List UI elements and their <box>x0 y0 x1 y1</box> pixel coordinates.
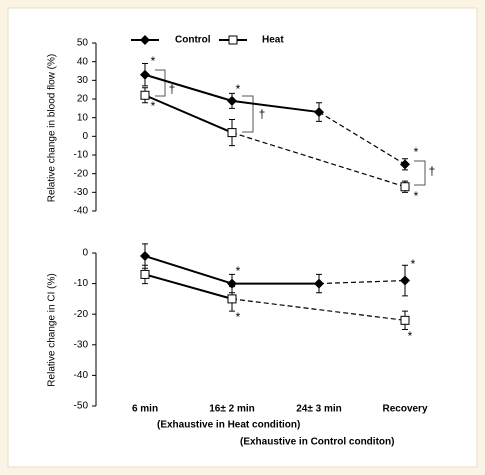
series-line <box>144 273 233 300</box>
annotation: † <box>259 107 266 121</box>
annotation: * <box>414 145 419 159</box>
annotation: † <box>429 164 436 178</box>
marker <box>227 95 237 106</box>
y-tick-label: -40 <box>74 370 89 381</box>
series-line <box>144 255 233 285</box>
series-line <box>318 111 406 165</box>
marker <box>140 251 150 262</box>
y-tick-label: -20 <box>74 309 89 320</box>
legend-label: Control <box>175 35 211 46</box>
annotation: * <box>236 264 241 278</box>
x-tick-label: 24± 3 min <box>296 404 342 415</box>
annotation: * <box>236 310 241 324</box>
marker <box>400 159 410 170</box>
y-tick-label: 30 <box>77 75 89 86</box>
y-tick-label: 0 <box>82 248 88 259</box>
y-tick-label: -30 <box>74 187 89 198</box>
marker <box>400 315 410 325</box>
marker <box>314 107 324 118</box>
annotation: * <box>236 82 241 96</box>
y-tick-label: 20 <box>77 94 89 105</box>
y-tick-label: 50 <box>77 38 89 49</box>
marker <box>400 275 410 286</box>
marker <box>140 69 150 80</box>
y-tick-label: -20 <box>74 168 89 179</box>
legend-marker <box>140 35 150 45</box>
bracket <box>242 95 254 133</box>
y-axis-label: Relative change in CI (%) <box>47 273 58 386</box>
annotation: * <box>151 99 156 113</box>
y-tick-label: -40 <box>74 206 89 217</box>
marker <box>227 294 237 304</box>
legend-label: Heat <box>262 35 284 46</box>
y-tick-label: 10 <box>77 112 89 123</box>
marker <box>400 182 410 192</box>
frame <box>7 7 478 468</box>
marker <box>314 278 324 289</box>
marker <box>227 128 237 138</box>
y-axis-label: Relative change in blood flow (%) <box>47 54 58 202</box>
note: (Exhaustive in Heat condition) <box>157 420 300 431</box>
annotation: * <box>411 257 416 271</box>
y-tick-label: -50 <box>74 401 89 412</box>
marker <box>140 90 150 100</box>
series-line <box>144 73 233 102</box>
annotation: * <box>414 189 419 203</box>
y-tick-label: 40 <box>77 56 89 67</box>
note: (Exhaustive in Control conditon) <box>240 437 394 448</box>
marker <box>227 278 237 289</box>
annotation: * <box>151 54 156 68</box>
y-tick-label: -30 <box>74 339 89 350</box>
annotation: † <box>169 82 176 96</box>
y-tick-label: -10 <box>74 150 89 161</box>
bracket <box>155 69 166 97</box>
series-line <box>231 132 406 188</box>
y-tick-label: 0 <box>82 131 88 142</box>
series-line <box>144 94 233 134</box>
marker <box>140 269 150 279</box>
annotation: * <box>408 329 413 343</box>
legend-marker <box>228 35 238 45</box>
x-tick-label: 6 min <box>132 404 158 415</box>
series-line <box>231 298 406 321</box>
x-tick-label: Recovery <box>382 404 427 415</box>
y-tick-label: -10 <box>74 278 89 289</box>
series-line <box>318 279 406 285</box>
bracket <box>414 160 426 186</box>
x-tick-label: 16± 2 min <box>209 404 255 415</box>
series-line <box>231 99 320 114</box>
